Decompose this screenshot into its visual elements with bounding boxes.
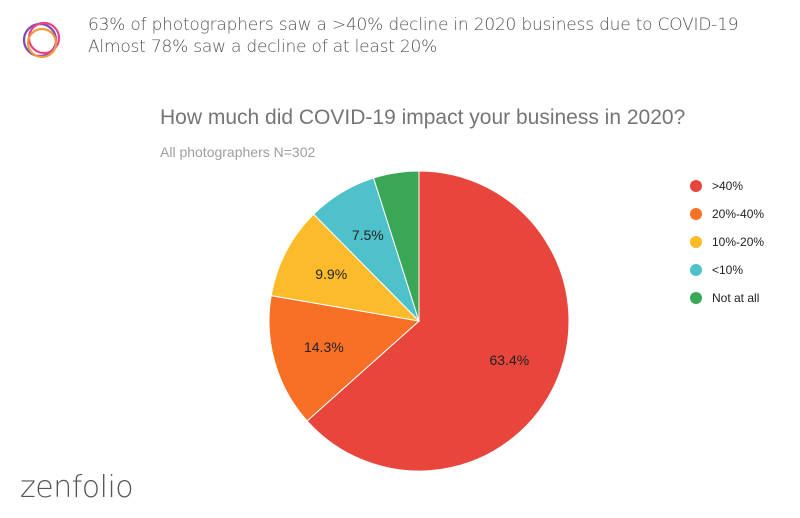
chart-legend: >40% 20%-40% 10%-20% <10% Not at all [690,172,764,312]
legend-dot-icon [690,236,702,248]
pie-slice-1 [268,295,421,422]
legend-label-1: 20%-40% [712,207,765,221]
legend-label-4: Not at all [712,291,760,305]
headline: 63% of photographers saw a >40% decline … [88,14,739,58]
legend-dot-icon [690,208,702,220]
pie-slice-2 [270,213,421,322]
legend-dot-icon [690,292,702,304]
legend-dot-icon [690,180,702,192]
overlapping-rings-logo-icon [22,21,61,59]
pie-slice-label-3: 7.5% [352,227,384,243]
pie-slice-label-0: 63.4% [490,352,530,368]
pie-slice-4 [372,170,420,322]
chart-subtitle: All photographers N=302 [160,144,316,160]
legend-item-1: 20%-40% [690,200,764,228]
headline-line-2: Almost 78% saw a decline of at least 20% [88,37,438,57]
pie-slice-label-1: 14.3% [304,339,344,355]
headline-line-1: 63% of photographers saw a >40% decline … [88,15,739,35]
legend-label-3: <10% [712,263,744,277]
legend-item-4: Not at all [690,284,764,312]
legend-label-0: >40% [712,179,744,193]
pie-slice-label-2: 9.9% [315,266,347,282]
legend-dot-icon [690,264,702,276]
chart-title: How much did COVID-19 impact your busine… [160,106,686,129]
pie-slice-0 [306,170,570,472]
legend-item-3: <10% [690,256,764,284]
legend-item-2: 10%-20% [690,228,764,256]
zenfolio-logo: zenfolio [20,470,134,505]
legend-label-2: 10%-20% [712,235,765,249]
legend-item-0: >40% [690,172,764,200]
